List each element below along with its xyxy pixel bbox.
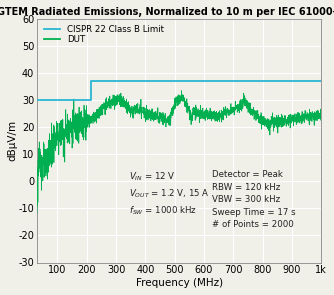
- Text: $V_{IN}$ = 12 V
$V_{OUT}$ = 1.2 V, 15 A
$f_{SW}$ = 1000 kHz: $V_{IN}$ = 12 V $V_{OUT}$ = 1.2 V, 15 A …: [129, 170, 210, 217]
- Title: GTEM Radiated Emissions, Normalized to 10 m per IEC 61000-4-20: GTEM Radiated Emissions, Normalized to 1…: [0, 7, 334, 17]
- X-axis label: Frequency (MHz): Frequency (MHz): [136, 278, 223, 288]
- Text: Detector = Peak
RBW = 120 kHz
VBW = 300 kHz
Sweep Time = 17 s
# of Points = 2000: Detector = Peak RBW = 120 kHz VBW = 300 …: [212, 170, 295, 229]
- Y-axis label: dBµV/m: dBµV/m: [7, 120, 17, 161]
- Legend: CISPR 22 Class B Limit, DUT: CISPR 22 Class B Limit, DUT: [43, 23, 166, 46]
